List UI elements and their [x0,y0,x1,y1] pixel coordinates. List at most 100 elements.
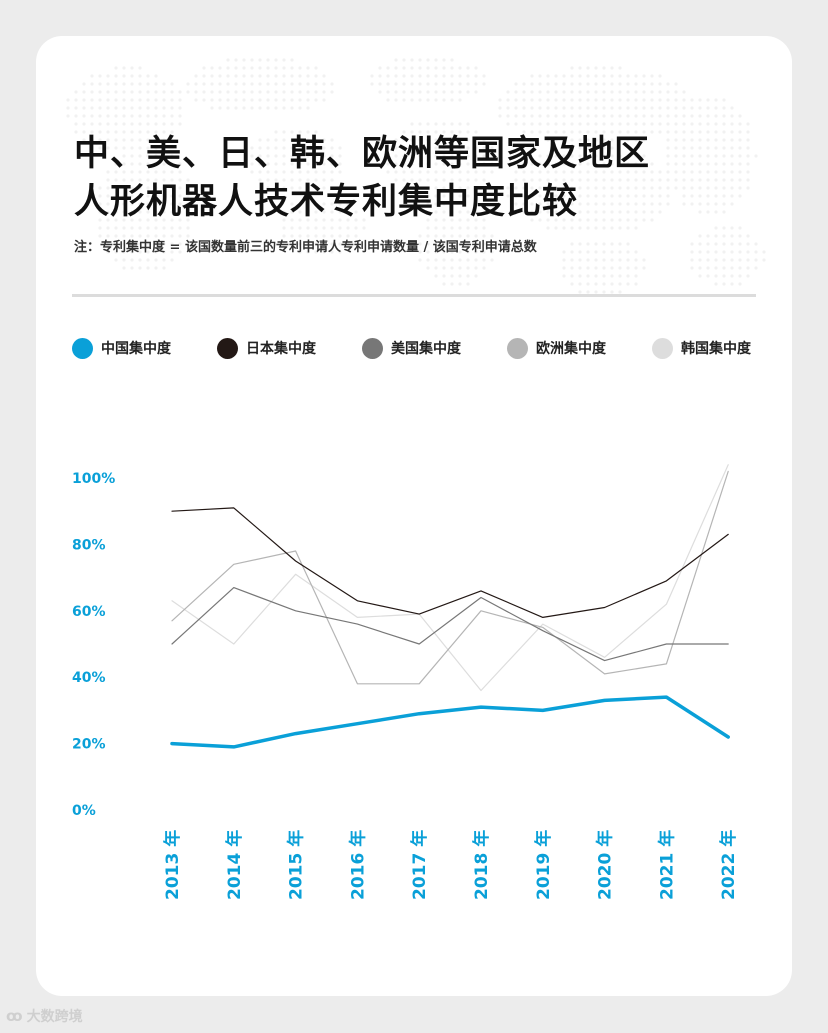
map-dot [594,162,598,166]
map-dot [634,226,638,230]
series-line-korea [171,464,729,692]
map-dot [570,162,574,166]
map-dot [674,82,678,86]
map-dot [722,146,726,150]
map-dot [514,122,518,126]
map-dot [114,138,118,142]
map-dot [410,122,414,126]
map-dot [378,66,382,70]
map-dot [546,210,550,214]
map-dot [274,170,278,174]
map-dot [258,170,262,174]
map-dot [266,98,270,102]
map-dot [122,106,126,110]
map-dot [578,98,582,102]
map-dot [370,82,374,86]
map-dot [410,194,414,198]
map-dot [626,170,630,174]
map-dot [482,154,486,158]
map-dot [706,202,710,206]
map-dot [290,106,294,110]
map-dot [154,218,158,222]
map-dot [522,90,526,94]
map-dot [202,98,206,102]
map-dot [210,98,214,102]
map-dot [450,154,454,158]
map-dot [530,210,534,214]
map-dot [186,234,190,238]
map-dot [178,114,182,118]
map-dot [466,274,470,278]
map-dot [530,90,534,94]
map-dot [618,218,622,222]
map-dot [426,90,430,94]
map-dot [410,74,414,78]
map-dot [442,186,446,190]
map-dot [130,234,134,238]
x-tick-label: 2018 年 [471,830,492,900]
map-dot [154,250,158,254]
map-dot [514,98,518,102]
map-dot [442,82,446,86]
map-dot [610,202,614,206]
map-dot [314,202,318,206]
map-dot [426,170,430,174]
map-dot [682,186,686,190]
map-dot [186,218,190,222]
map-dot [258,66,262,70]
map-dot [554,178,558,182]
map-dot [306,98,310,102]
map-dot [82,138,86,142]
map-dot [746,266,750,270]
map-dot [498,114,502,118]
map-dot [658,202,662,206]
map-dot [498,106,502,110]
map-dot [154,186,158,190]
map-dot [154,242,158,246]
map-dot [746,274,750,278]
map-dot [114,66,118,70]
map-dot [378,74,382,78]
map-dot [594,122,598,126]
map-dot [434,98,438,102]
map-dot [426,74,430,78]
map-dot [546,202,550,206]
map-dot [474,130,478,134]
map-dot [690,130,694,134]
map-dot [730,146,734,150]
map-dot [738,130,742,134]
map-dot [594,98,598,102]
map-dot [434,234,438,238]
map-dot [706,138,710,142]
map-dot [306,218,310,222]
map-dot [170,226,174,230]
map-dot [170,210,174,214]
map-dot [106,170,110,174]
map-dot [346,242,350,246]
map-dot [658,106,662,110]
map-dot [714,266,718,270]
map-dot [250,170,254,174]
map-dot [170,106,174,110]
legend-item-europe: 欧洲集中度 [507,336,606,360]
map-dot [138,266,142,270]
map-dot [106,250,110,254]
map-dot [738,226,742,230]
x-tick-label: 2016 年 [347,830,368,900]
map-dot [610,282,614,286]
map-dot [130,66,134,70]
map-dot [186,202,190,206]
map-dot [458,130,462,134]
map-dot [242,74,246,78]
map-dot [322,170,326,174]
map-dot [690,178,694,182]
map-dot [450,130,454,134]
map-dot [186,194,190,198]
map-dot [106,186,110,190]
legend-label-europe: 欧洲集中度 [536,341,606,357]
map-dot [154,146,158,150]
map-dot [122,162,126,166]
map-dot [90,138,94,142]
map-dot [426,66,430,70]
legend-label-korea: 韩国集中度 [681,341,751,357]
